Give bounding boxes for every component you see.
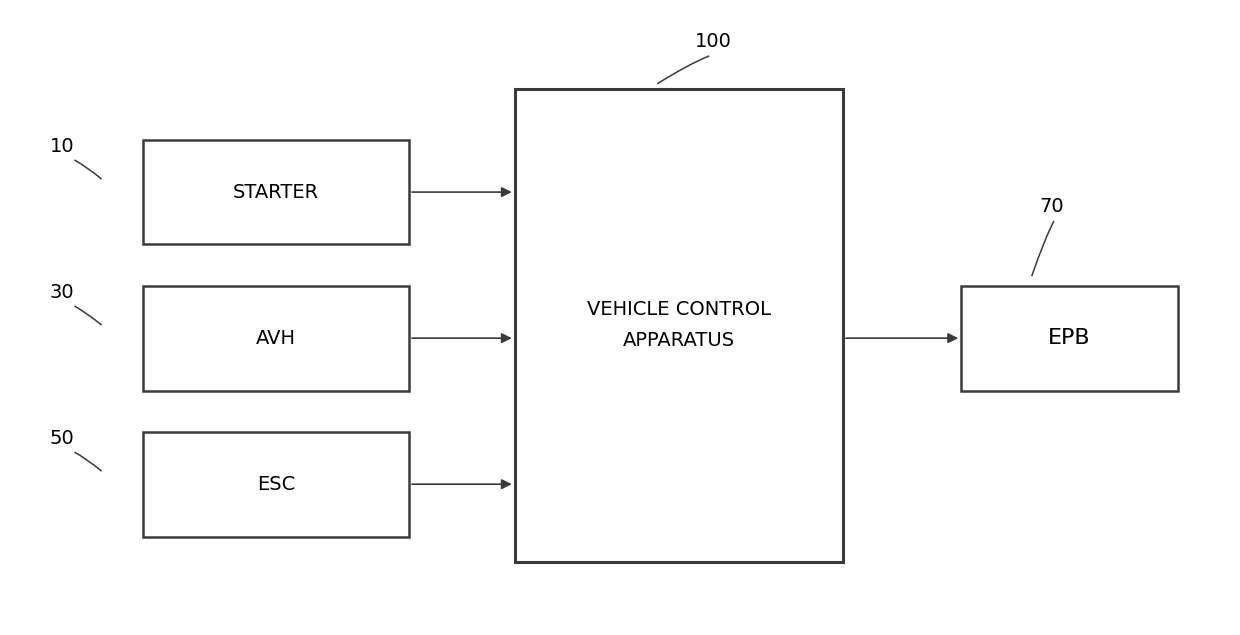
Bar xyxy=(143,140,409,244)
Text: 30: 30 xyxy=(50,283,74,302)
Text: EPB: EPB xyxy=(1048,328,1091,348)
Text: 100: 100 xyxy=(694,32,732,51)
Text: STARTER: STARTER xyxy=(233,183,319,201)
Text: 10: 10 xyxy=(50,137,74,156)
Text: ESC: ESC xyxy=(257,475,295,493)
Text: AVH: AVH xyxy=(255,329,296,347)
Bar xyxy=(143,432,409,537)
Bar xyxy=(515,89,843,562)
Bar xyxy=(143,286,409,391)
Text: VEHICLE CONTROL
APPARATUS: VEHICLE CONTROL APPARATUS xyxy=(587,300,771,351)
Text: 70: 70 xyxy=(1039,197,1064,216)
Text: 50: 50 xyxy=(50,429,74,448)
Bar xyxy=(961,286,1178,391)
